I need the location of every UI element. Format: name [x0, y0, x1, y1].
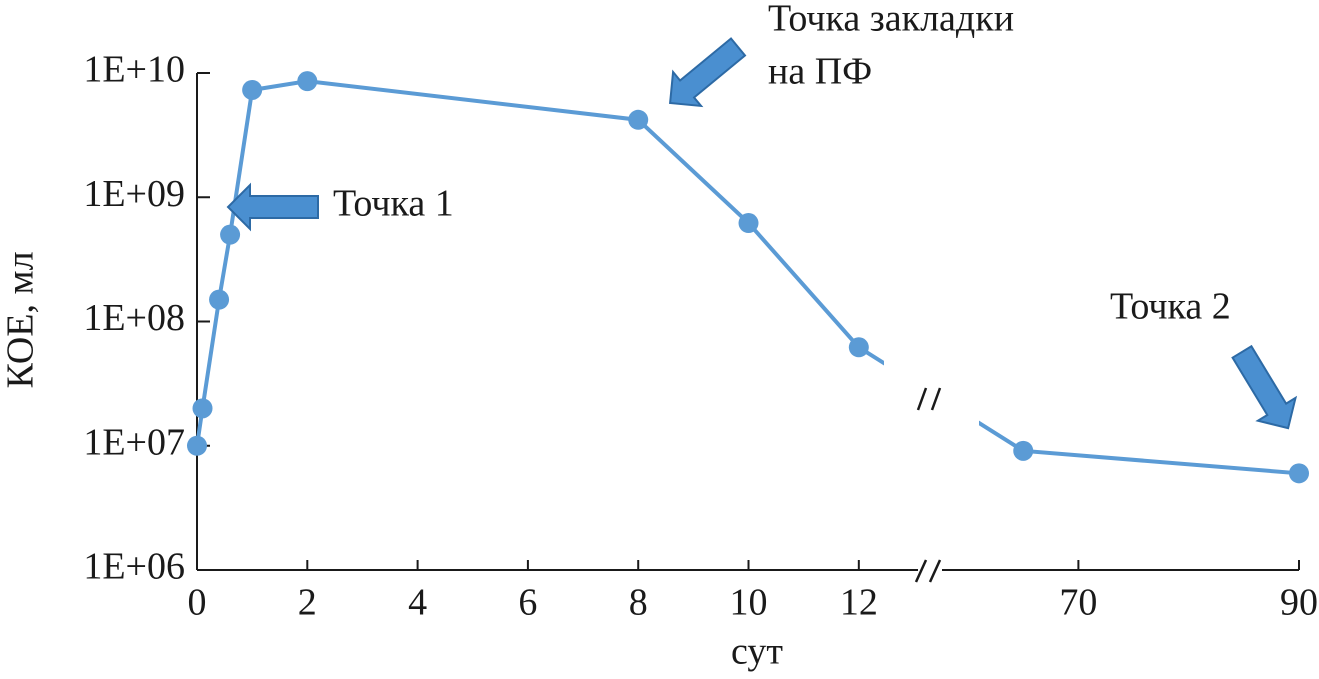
arrow [1231, 344, 1298, 430]
x-axis-label: сут [731, 631, 783, 673]
arrow [226, 182, 319, 232]
point [1013, 440, 1034, 461]
plot-area: 1E+06 1E+07 1E+08 1E+09 1E+10 0 2 4 6 8 10 12 70 90 [83, 49, 1318, 624]
point [242, 79, 263, 100]
x-tick-label: 10 [730, 582, 768, 624]
y-tick-label: 1E+06 [83, 546, 185, 588]
y-axis-label: КОЕ, мл [0, 251, 42, 388]
x-tick-label: 8 [629, 582, 648, 624]
point [1289, 463, 1309, 484]
point [628, 109, 649, 130]
point [738, 213, 759, 234]
y-tick-label: 1E+09 [83, 173, 185, 215]
x-tick-label: 6 [518, 582, 537, 624]
point [848, 337, 869, 358]
x-tick-label: 90 [1280, 582, 1318, 624]
x-tick-label: 4 [408, 582, 427, 624]
annotation: Точка 1 [333, 183, 454, 225]
y-tick-label: 1E+08 [83, 297, 185, 339]
point [297, 71, 318, 92]
y-tick-label: 1E+10 [83, 49, 185, 91]
point [220, 224, 241, 245]
annotation: на ПФ [768, 51, 872, 93]
line [195, 79, 1300, 476]
y-tick-label: 1E+07 [83, 421, 185, 463]
x-tick-label: 0 [188, 582, 207, 624]
point [187, 435, 207, 456]
point [209, 289, 230, 310]
axis-break-mark [930, 387, 942, 411]
annotation: Точка 2 [1110, 286, 1231, 328]
x-tick-label: 2 [298, 582, 317, 624]
break-mask [884, 352, 979, 440]
annotations: Точка 1 Точка закладки на ПФ Точка 2 [226, 0, 1298, 430]
axis-break-mark [916, 387, 928, 411]
annotation: Точка закладки [768, 0, 1014, 40]
arrow [669, 37, 747, 108]
point [192, 398, 213, 419]
axis-break-mark [914, 559, 928, 583]
axis-break-mark [928, 559, 942, 583]
x-tick-label: 12 [840, 582, 878, 624]
x-tick-label: 70 [1059, 582, 1097, 624]
